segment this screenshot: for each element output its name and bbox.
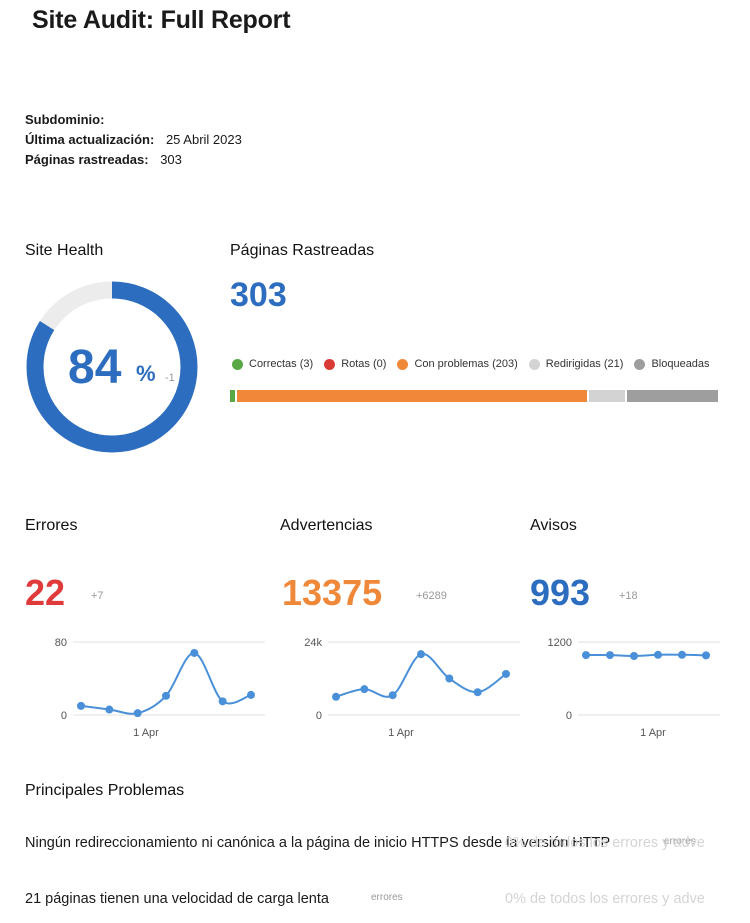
- trend-point[interactable]: [582, 651, 590, 660]
- trend-point[interactable]: [105, 705, 114, 714]
- trend-point[interactable]: [606, 651, 614, 660]
- y-tick-max: 1200: [548, 637, 572, 649]
- trend-point[interactable]: [77, 701, 85, 710]
- trend-point[interactable]: [247, 690, 255, 699]
- updated-label: Última actualización:: [25, 132, 155, 147]
- site-health-unit: %: [136, 361, 156, 386]
- donut-fill: [26, 281, 198, 453]
- trend-point[interactable]: [332, 692, 340, 701]
- bar-segment-bloqueadas[interactable]: [624, 390, 718, 402]
- x-tick-label: 1 Apr: [133, 727, 159, 739]
- trend-line: [80, 651, 252, 715]
- trend-point[interactable]: [388, 691, 397, 700]
- crawl-status-legend: Correctas (3) Rotas (0) Con problemas (2…: [232, 358, 721, 370]
- trend-point[interactable]: [502, 669, 510, 678]
- crawled-pages-heading: Páginas Rastreadas: [230, 242, 375, 259]
- site-health-delta: -1: [165, 372, 175, 384]
- errors-heading: Errores: [25, 517, 78, 534]
- legend-label-correctas: Correctas (3): [249, 358, 314, 370]
- errors-delta: +7: [91, 590, 104, 602]
- crawled-value: 303: [160, 152, 182, 167]
- updated-value: 25 Abril 2023: [165, 132, 242, 147]
- subdomain-row: Subdominio:: [25, 112, 112, 127]
- trend-point[interactable]: [218, 697, 227, 706]
- trend-point[interactable]: [445, 674, 454, 683]
- crawl-status-bar: [230, 390, 718, 402]
- legend-label-redirigidas: Redirigidas (21): [545, 358, 624, 370]
- trend-point[interactable]: [630, 651, 638, 660]
- notices-heading: Avisos: [530, 517, 577, 534]
- legend-dot-redirigidas: [528, 358, 540, 370]
- issue-tag: errores: [371, 892, 403, 903]
- site-health-donut: [26, 281, 198, 453]
- x-tick-label: 1 Apr: [388, 727, 414, 739]
- site-health-value: 84: [68, 341, 122, 394]
- trend-line: [585, 653, 707, 657]
- report-title: Site Audit: Full Report: [32, 6, 291, 34]
- warnings-delta: +6289: [416, 590, 447, 602]
- legend-dot-bloqueadas: [634, 358, 646, 370]
- legend-dot-rotas: [324, 358, 336, 370]
- legend-dot-con-problemas: [397, 358, 409, 370]
- notices-value: 993: [530, 572, 591, 613]
- notices-trend-chart: 1200 0 1 Apr: [548, 637, 720, 739]
- y-tick-max: 24k: [304, 637, 322, 649]
- legend-item-rotas[interactable]: Rotas (0): [324, 358, 386, 370]
- crawled-row: Páginas rastreadas: 303: [25, 152, 182, 167]
- trend-point[interactable]: [473, 688, 482, 697]
- issue-share: 0% de todos los errores y adve: [505, 835, 705, 851]
- trend-point[interactable]: [678, 650, 686, 659]
- trend-point[interactable]: [360, 685, 369, 694]
- trend-point[interactable]: [417, 650, 425, 659]
- crawled-pages-total: 303: [230, 276, 287, 314]
- y-tick-zero: 0: [316, 710, 322, 722]
- trend-point[interactable]: [654, 650, 662, 659]
- bar-segment-con-problemas[interactable]: [235, 390, 587, 402]
- legend-dot-correctas: [232, 358, 243, 370]
- legend-item-bloqueadas[interactable]: Bloqueadas: [634, 358, 710, 370]
- bar-segment-correctas[interactable]: [230, 390, 236, 402]
- legend-label-bloqueadas: Bloqueadas: [651, 358, 710, 370]
- legend-item-correctas[interactable]: Correctas (3): [232, 358, 313, 370]
- y-tick-max: 80: [55, 637, 67, 649]
- issue-text[interactable]: 21 páginas tienen una velocidad de carga…: [25, 891, 329, 907]
- errors-trend-chart: 80 0 1 Apr: [55, 637, 265, 739]
- legend-item-redirigidas[interactable]: Redirigidas (21): [528, 358, 624, 370]
- site-health-heading: Site Health: [25, 242, 104, 259]
- notices-delta: +18: [619, 590, 638, 602]
- y-tick-zero: 0: [566, 710, 572, 722]
- issue-item-slow-pages[interactable]: 21 páginas tienen una velocidad de carga…: [25, 891, 329, 907]
- issue-text[interactable]: Ningún redireccionamiento ni canónica a …: [25, 835, 611, 851]
- warnings-trend-chart: 24k 0 1 Apr: [304, 637, 520, 739]
- crawled-label: Páginas rastreadas:: [25, 152, 149, 167]
- issue-tag: errores: [664, 836, 696, 847]
- trend-point[interactable]: [162, 691, 170, 700]
- trend-point[interactable]: [702, 651, 710, 660]
- updated-row: Última actualización: 25 Abril 2023: [25, 132, 242, 147]
- trend-point[interactable]: [190, 648, 199, 657]
- trend-point[interactable]: [133, 709, 142, 718]
- top-issues-heading: Principales Problemas: [25, 782, 185, 799]
- errors-value: 22: [25, 572, 66, 613]
- legend-item-con-problemas[interactable]: Con problemas (203): [397, 358, 518, 370]
- y-tick-zero: 0: [61, 710, 67, 722]
- bar-segment-redirigidas[interactable]: [586, 390, 625, 402]
- issue-share: 0% de todos los errores y adve: [505, 891, 705, 907]
- warnings-value: 13375: [282, 572, 383, 613]
- x-tick-label: 1 Apr: [640, 727, 666, 739]
- issue-item-https-redirect[interactable]: Ningún redireccionamiento ni canónica a …: [25, 835, 610, 851]
- legend-label-con-problemas: Con problemas (203): [414, 358, 518, 370]
- warnings-heading: Advertencias: [280, 517, 373, 534]
- legend-label-rotas: Rotas (0): [341, 358, 387, 370]
- subdomain-label: Subdominio:: [25, 112, 105, 127]
